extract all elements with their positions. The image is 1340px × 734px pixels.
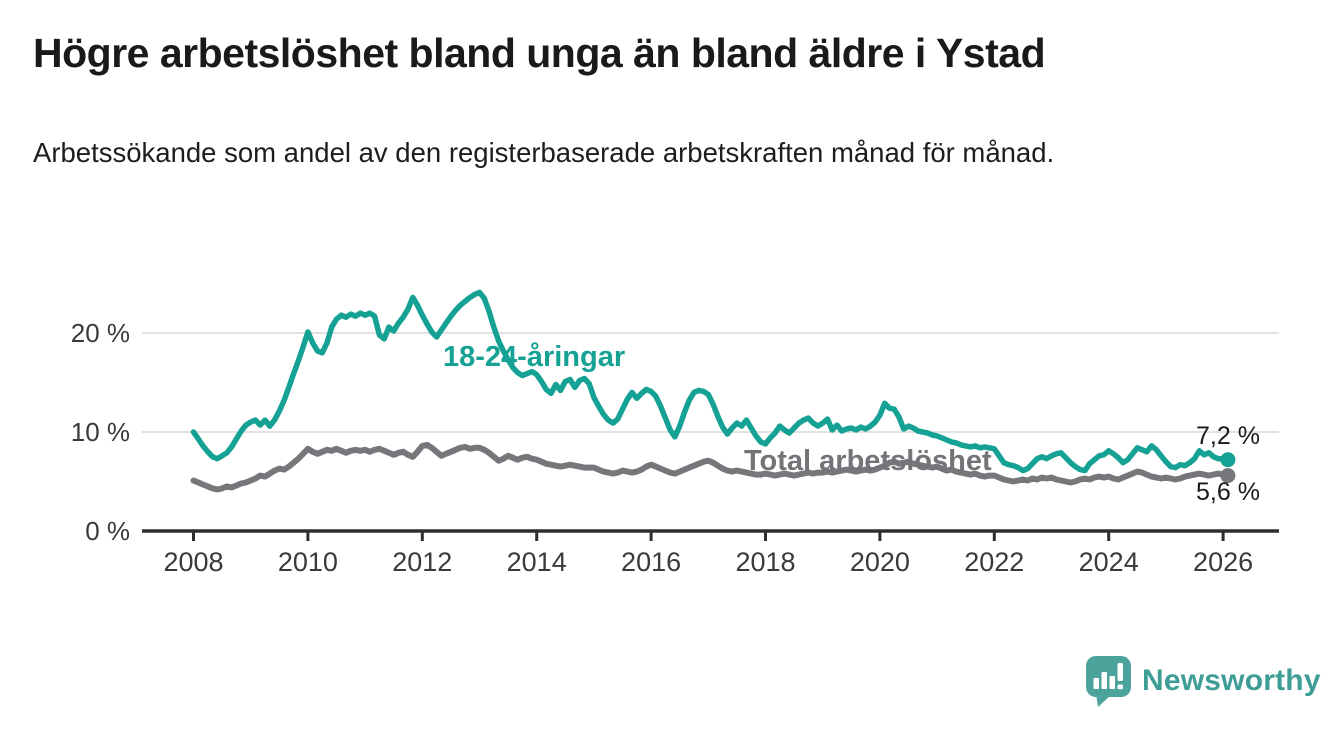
series-label-total: Total arbetslöshet: [744, 445, 992, 477]
series-line-0: [190, 289, 1231, 474]
speech-bubble-bar-chart-icon: [1086, 656, 1131, 707]
series-label-18-24: 18-24-åringar: [443, 341, 626, 373]
end-value-label-total: 5,6 %: [1196, 478, 1260, 506]
brand-wordmark: Newsworthy: [1142, 664, 1321, 697]
end-value-label-18-24: 7,2 %: [1196, 422, 1260, 450]
chart-subtitle: Arbetssökande som andel av den registerb…: [33, 137, 1055, 168]
series-end-dot-0: [1220, 452, 1236, 468]
chart-title: Högre arbetslöshet bland unga än bland ä…: [33, 30, 1046, 76]
series-end-dot-1: [1220, 468, 1236, 484]
newsworthy-logo: Newsworthy: [1085, 655, 1321, 707]
series-line-1: [190, 441, 1231, 493]
